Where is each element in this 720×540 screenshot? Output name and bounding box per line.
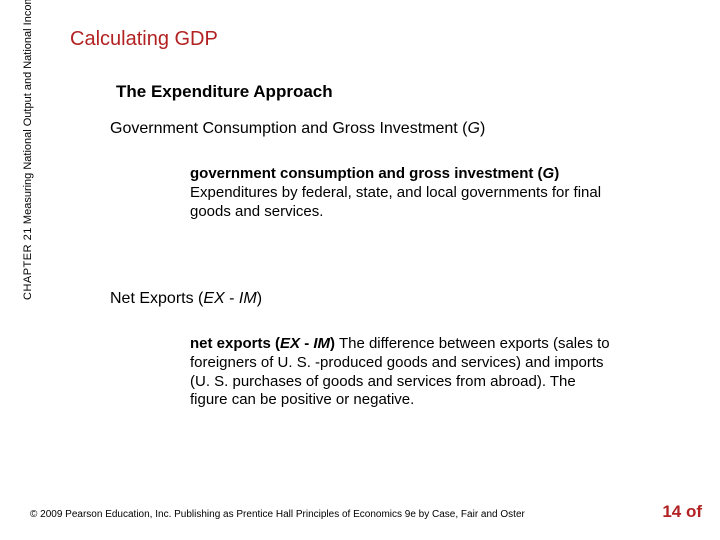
- section2-heading-mid: -: [225, 290, 239, 307]
- definition1-body: Expenditures by federal, state, and loca…: [190, 184, 601, 220]
- definition2-term-mid: -: [300, 335, 313, 352]
- section1-heading-tail: ): [480, 120, 485, 137]
- definition1: government consumption and gross investm…: [190, 165, 610, 221]
- section2-heading-var2: IM: [239, 290, 257, 307]
- chapter-title: Measuring National Output and National I…: [22, 0, 34, 224]
- section2-heading: Net Exports (EX - IM): [110, 290, 262, 308]
- definition2-term: net exports (EX - IM): [190, 335, 335, 352]
- definition1-term: government consumption and gross investm…: [190, 165, 559, 182]
- section2-heading-tail: ): [257, 290, 262, 307]
- chapter-label: CHAPTER 21: [22, 227, 34, 300]
- definition1-term-text: government consumption and gross investm…: [190, 165, 543, 182]
- slide-subtitle: The Expenditure Approach: [116, 82, 333, 102]
- section1-heading-var: G: [468, 120, 480, 137]
- definition2-term-var2: IM: [313, 335, 330, 352]
- slide: CHAPTER 21 Measuring National Output and…: [0, 0, 720, 540]
- slide-title: Calculating GDP: [70, 28, 218, 51]
- section2-heading-text: Net Exports (: [110, 290, 203, 307]
- page-number: 14 of: [662, 502, 702, 522]
- footer-text: © 2009 Pearson Education, Inc. Publishin…: [30, 509, 525, 520]
- definition2: net exports (EX - IM) The difference bet…: [190, 335, 610, 410]
- section2-heading-var1: EX: [203, 290, 224, 307]
- definition2-term-text: net exports (: [190, 335, 280, 352]
- definition1-term-tail: ): [554, 165, 559, 182]
- chapter-sidebar: CHAPTER 21 Measuring National Output and…: [22, 0, 34, 300]
- definition1-term-var: G: [543, 165, 555, 182]
- section1-heading: Government Consumption and Gross Investm…: [110, 120, 485, 138]
- definition2-term-var1: EX: [280, 335, 300, 352]
- section1-heading-text: Government Consumption and Gross Investm…: [110, 120, 468, 137]
